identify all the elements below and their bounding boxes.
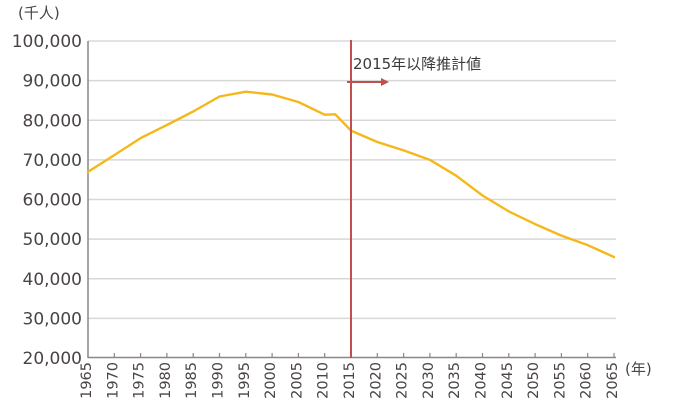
y-tick-label: 50,000 xyxy=(23,230,82,250)
x-tick-label: 2065 xyxy=(605,362,621,399)
x-tick-label: 2060 xyxy=(579,362,595,399)
x-tick-label: 2045 xyxy=(500,362,516,399)
x-tick-label: 2020 xyxy=(368,362,384,399)
x-tick-label: 1995 xyxy=(237,362,253,399)
y-tick-label: 60,000 xyxy=(23,191,82,211)
y-tick-label: 100,000 xyxy=(12,32,82,52)
x-tick-label: 1980 xyxy=(158,362,174,399)
x-tick-label: 1990 xyxy=(211,362,227,399)
x-axis-labels: 1965 1970 1975 1980 1985 1990 1995 2000 2005 2010… xyxy=(79,353,621,399)
x-tick-label: 2035 xyxy=(447,362,463,399)
x-tick-label: 1970 xyxy=(105,362,121,399)
x-tick-label: 2010 xyxy=(316,362,332,399)
x-tick-label: 2000 xyxy=(263,362,279,399)
x-tick-label: 1985 xyxy=(184,362,200,399)
x-tick-label: 1965 xyxy=(79,362,95,399)
projection-annotation: 2015年以降推計値 xyxy=(353,55,481,73)
x-tick-label: 1975 xyxy=(132,362,148,399)
x-tick-label: 2055 xyxy=(552,362,568,399)
arrow-head-icon xyxy=(381,78,389,86)
population-line xyxy=(86,90,616,259)
y-tick-label: 30,000 xyxy=(23,309,82,329)
x-tick-label: 2025 xyxy=(395,362,411,399)
y-tick-label: 70,000 xyxy=(23,151,82,171)
y-tick-label: 80,000 xyxy=(23,111,82,131)
x-unit-label: (年) xyxy=(625,360,652,378)
x-tick-label: 2015 xyxy=(342,362,358,399)
y-tick-label: 20,000 xyxy=(23,349,82,369)
x-tick-label: 2030 xyxy=(421,362,437,399)
y-tick-label: 40,000 xyxy=(23,270,82,290)
y-tick-label: 90,000 xyxy=(23,72,82,92)
y-axis-labels: 100,000 90,000 80,000 70,000 60,000 50,000 40,… xyxy=(12,32,82,369)
x-tick-label: 2040 xyxy=(474,362,490,399)
x-tick-label: 2050 xyxy=(526,362,542,399)
x-tick-label: 2005 xyxy=(289,362,305,399)
y-unit-label: (千人) xyxy=(18,4,60,22)
